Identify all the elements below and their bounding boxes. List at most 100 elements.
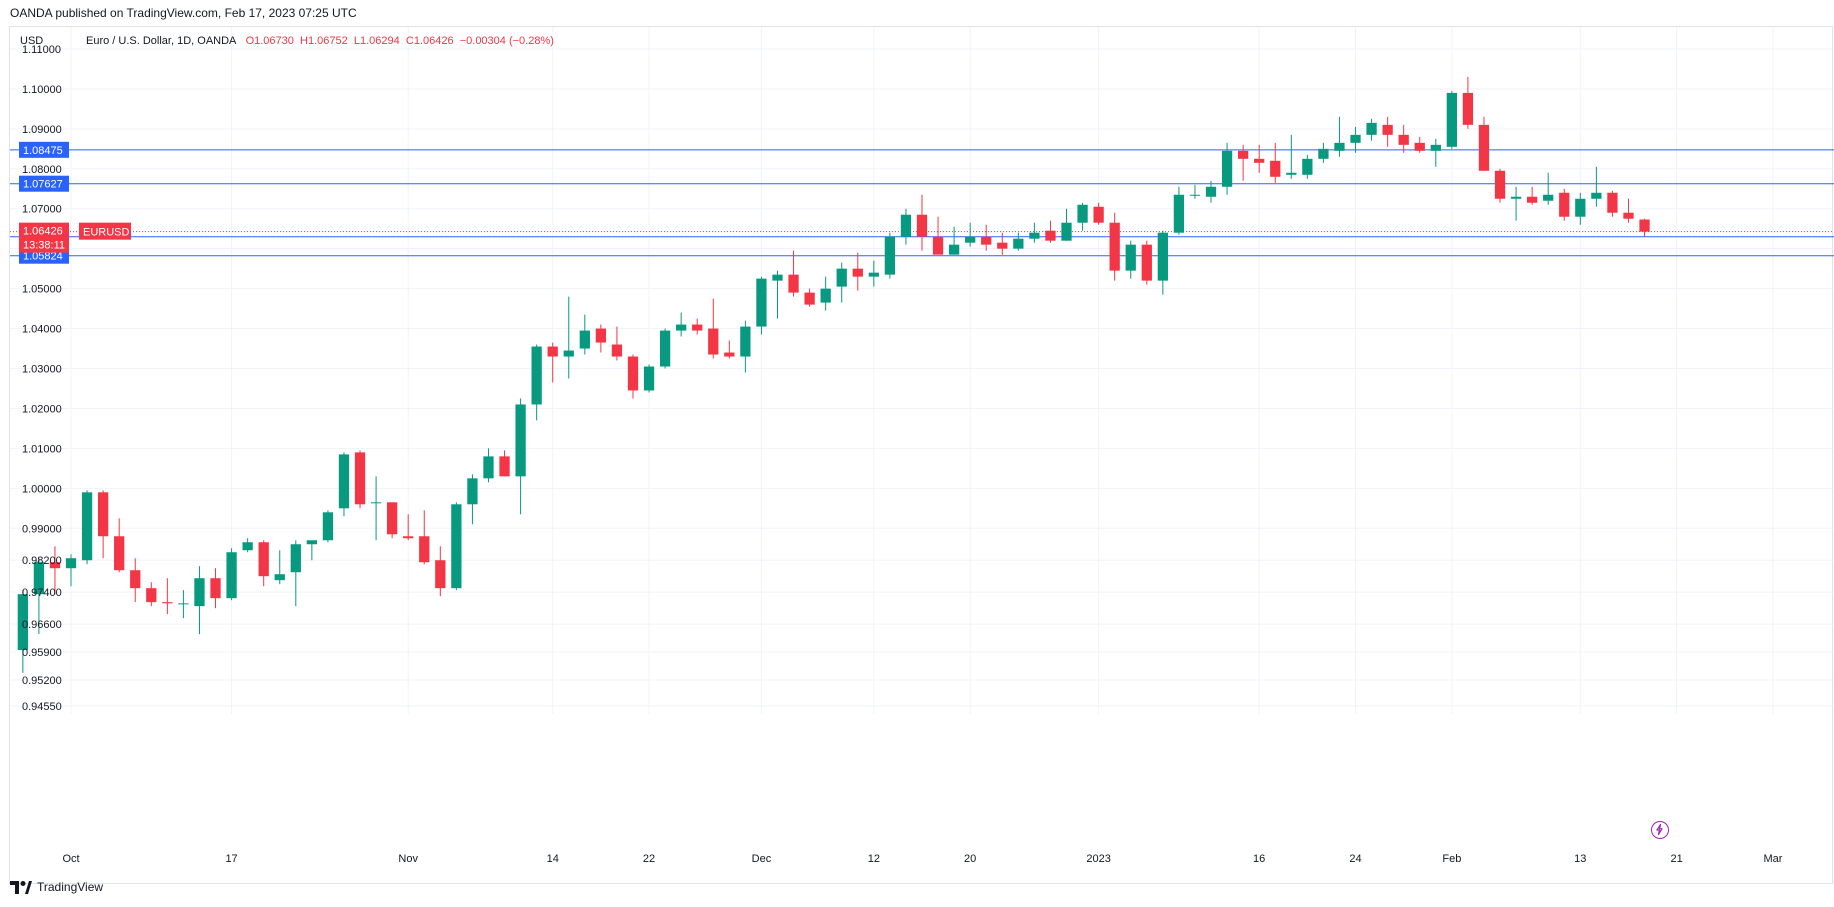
x-tick-label: Mar <box>1764 853 1783 865</box>
candle-body <box>178 603 189 605</box>
candle-body <box>1382 124 1393 135</box>
candle <box>579 314 590 355</box>
level-price-tag: 1.08475 <box>19 141 69 158</box>
candle-body <box>643 366 655 391</box>
candle-body <box>1398 134 1409 145</box>
legend-symbol[interactable]: Euro / U.S. Dollar, 1D, OANDA <box>86 35 237 47</box>
candle-body <box>1591 192 1602 199</box>
candle-body <box>306 540 317 545</box>
candle-body <box>579 330 590 349</box>
candle <box>1527 186 1538 205</box>
candle-body <box>258 542 269 577</box>
candle <box>1398 124 1409 153</box>
candle <box>611 326 623 361</box>
candle-body <box>1173 194 1185 233</box>
level-tag-text: 1.08475 <box>23 145 63 157</box>
candle <box>547 342 558 383</box>
candle <box>1125 240 1136 279</box>
x-tick-label: 14 <box>547 853 559 865</box>
candle <box>435 546 446 597</box>
y-tick-label: 0.99000 <box>22 523 62 535</box>
y-tick-label: 0.98200 <box>22 555 62 567</box>
candle <box>900 208 912 245</box>
candle <box>531 344 542 421</box>
x-tick-label: 13 <box>1574 853 1586 865</box>
candle <box>33 558 45 635</box>
candle-body <box>387 502 398 535</box>
candle <box>756 276 767 335</box>
candle <box>210 568 221 609</box>
x-tick-label: 2023 <box>1086 853 1110 865</box>
last-price-tag: 1.06426 13:38:11 EURUSD <box>19 222 131 253</box>
candle-body <box>1607 192 1618 213</box>
candle <box>306 540 317 561</box>
candle-body <box>1270 160 1281 177</box>
candle <box>1157 230 1168 295</box>
candle-body <box>33 562 45 595</box>
publish-info: OANDA published on TradingView.com, Feb … <box>10 6 357 20</box>
candle <box>419 510 430 565</box>
candle-body <box>820 288 831 303</box>
candle <box>804 288 815 307</box>
candle <box>403 514 414 541</box>
candle-body <box>338 454 350 509</box>
candle-body <box>1286 172 1297 175</box>
candle-body <box>1478 124 1490 171</box>
level-tag-text: 1.05824 <box>23 251 63 263</box>
candle-body <box>932 236 944 255</box>
candle <box>1237 144 1249 181</box>
footer-brand[interactable]: TradingView <box>10 880 103 894</box>
lightning-icon[interactable] <box>1651 821 1669 839</box>
candle <box>1189 184 1201 199</box>
candle-body <box>627 356 639 391</box>
candle-body <box>884 236 896 275</box>
candle <box>17 590 28 673</box>
candle <box>1077 202 1088 231</box>
candle-body <box>772 274 783 281</box>
candle-body <box>65 558 77 569</box>
candle <box>1045 220 1056 243</box>
candle <box>1575 192 1586 225</box>
candle <box>1318 142 1329 163</box>
x-tick-label: Feb <box>1442 853 1461 865</box>
candle-body <box>900 214 912 237</box>
candle-body <box>1446 92 1457 147</box>
candle-body <box>563 350 574 357</box>
candle-body <box>1302 158 1313 175</box>
candle-body <box>1061 222 1072 241</box>
candle-body <box>804 292 815 305</box>
x-tick-label: Oct <box>62 853 79 865</box>
candle-body <box>868 272 879 277</box>
candle-body <box>916 214 928 237</box>
candle-body <box>1318 148 1329 159</box>
candle-body <box>162 602 173 604</box>
level-tag-bg <box>19 175 69 192</box>
candle <box>1591 166 1602 207</box>
candle <box>1623 198 1634 223</box>
candle <box>1270 142 1281 183</box>
candle-body <box>740 326 751 357</box>
y-tick-label: 0.94550 <box>22 701 62 713</box>
candle <box>1173 186 1185 235</box>
candle-body <box>1189 194 1201 196</box>
candle-body <box>194 578 205 607</box>
candle <box>194 566 205 635</box>
candle <box>740 320 751 373</box>
candle <box>258 540 269 587</box>
candle-body <box>81 492 93 561</box>
candle-body <box>370 502 382 504</box>
candle-body <box>1254 158 1265 163</box>
candle <box>515 398 526 515</box>
last-price-tag-bg <box>19 222 69 253</box>
candle <box>1013 232 1024 251</box>
candle <box>81 490 93 565</box>
candle <box>627 354 639 399</box>
candle <box>595 324 607 353</box>
grid <box>10 27 1834 714</box>
candle-body <box>1029 232 1040 239</box>
candle-body <box>1093 206 1104 223</box>
candle <box>226 548 237 601</box>
candle <box>97 490 109 559</box>
candle-body <box>515 404 526 477</box>
